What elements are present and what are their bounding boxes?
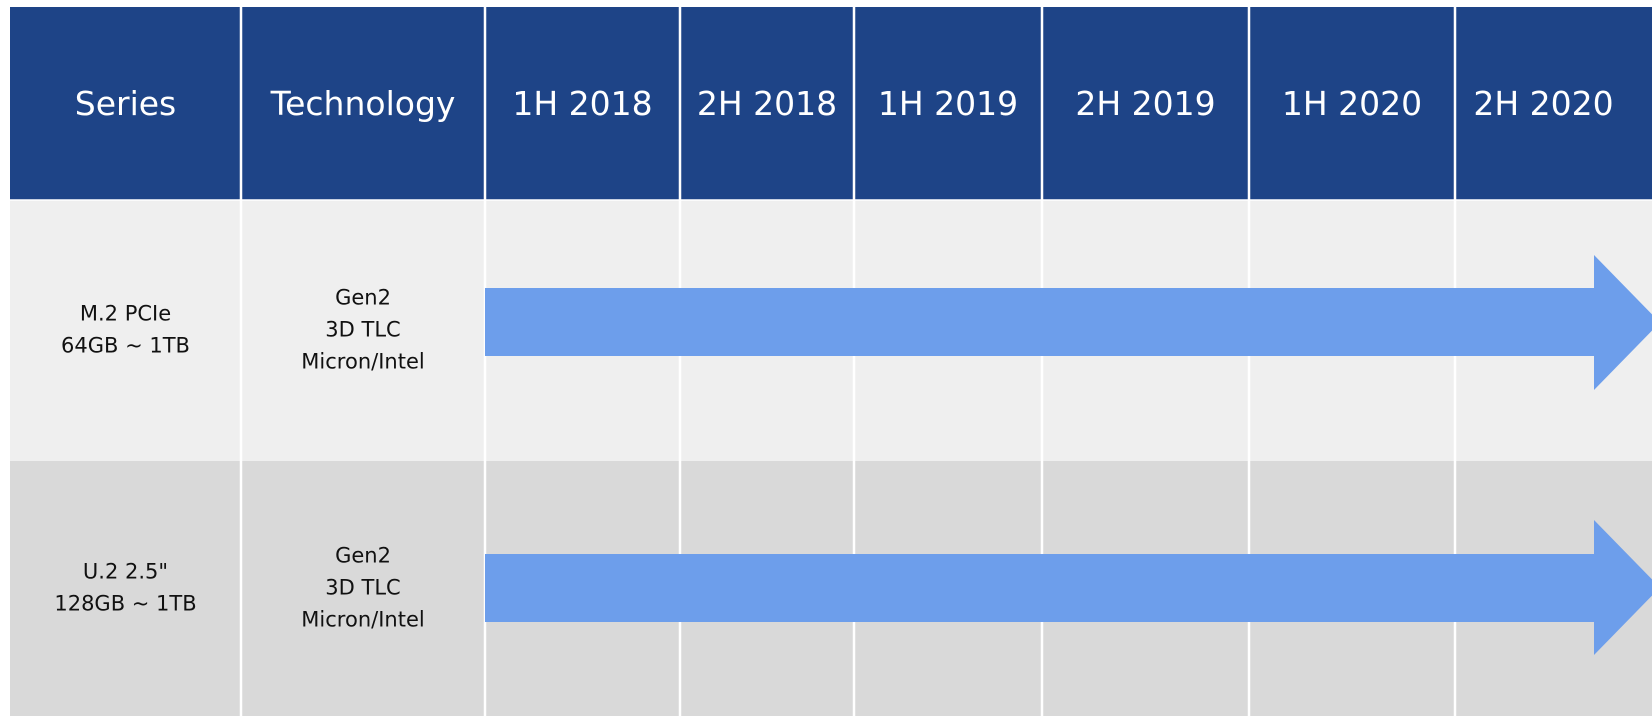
timeline-arrow <box>485 255 1652 390</box>
header-cell: Series <box>75 84 176 123</box>
header-cell: 1H 2019 <box>878 84 1018 123</box>
technology-line: Gen2 <box>335 544 391 568</box>
technology-line: Gen2 <box>335 286 391 310</box>
header-cell: Technology <box>270 84 456 123</box>
series-line: 128GB ~ 1TB <box>54 592 196 616</box>
technology-line: Micron/Intel <box>301 608 424 632</box>
header-cell: 2H 2018 <box>697 84 837 123</box>
technology-line: 3D TLC <box>325 576 400 600</box>
timeline-arrow <box>485 520 1652 655</box>
header-cell: 1H 2018 <box>512 84 652 123</box>
technology-line: 3D TLC <box>325 318 400 342</box>
header-band <box>10 7 1652 200</box>
header-cell: 2H 2020 <box>1473 84 1613 123</box>
header-cell: 2H 2019 <box>1075 84 1215 123</box>
series-line: U.2 2.5" <box>83 560 168 584</box>
series-line: 64GB ~ 1TB <box>61 334 190 358</box>
technology-line: Micron/Intel <box>301 350 424 374</box>
series-line: M.2 PCIe <box>80 302 171 326</box>
header-cell: 1H 2020 <box>1282 84 1422 123</box>
